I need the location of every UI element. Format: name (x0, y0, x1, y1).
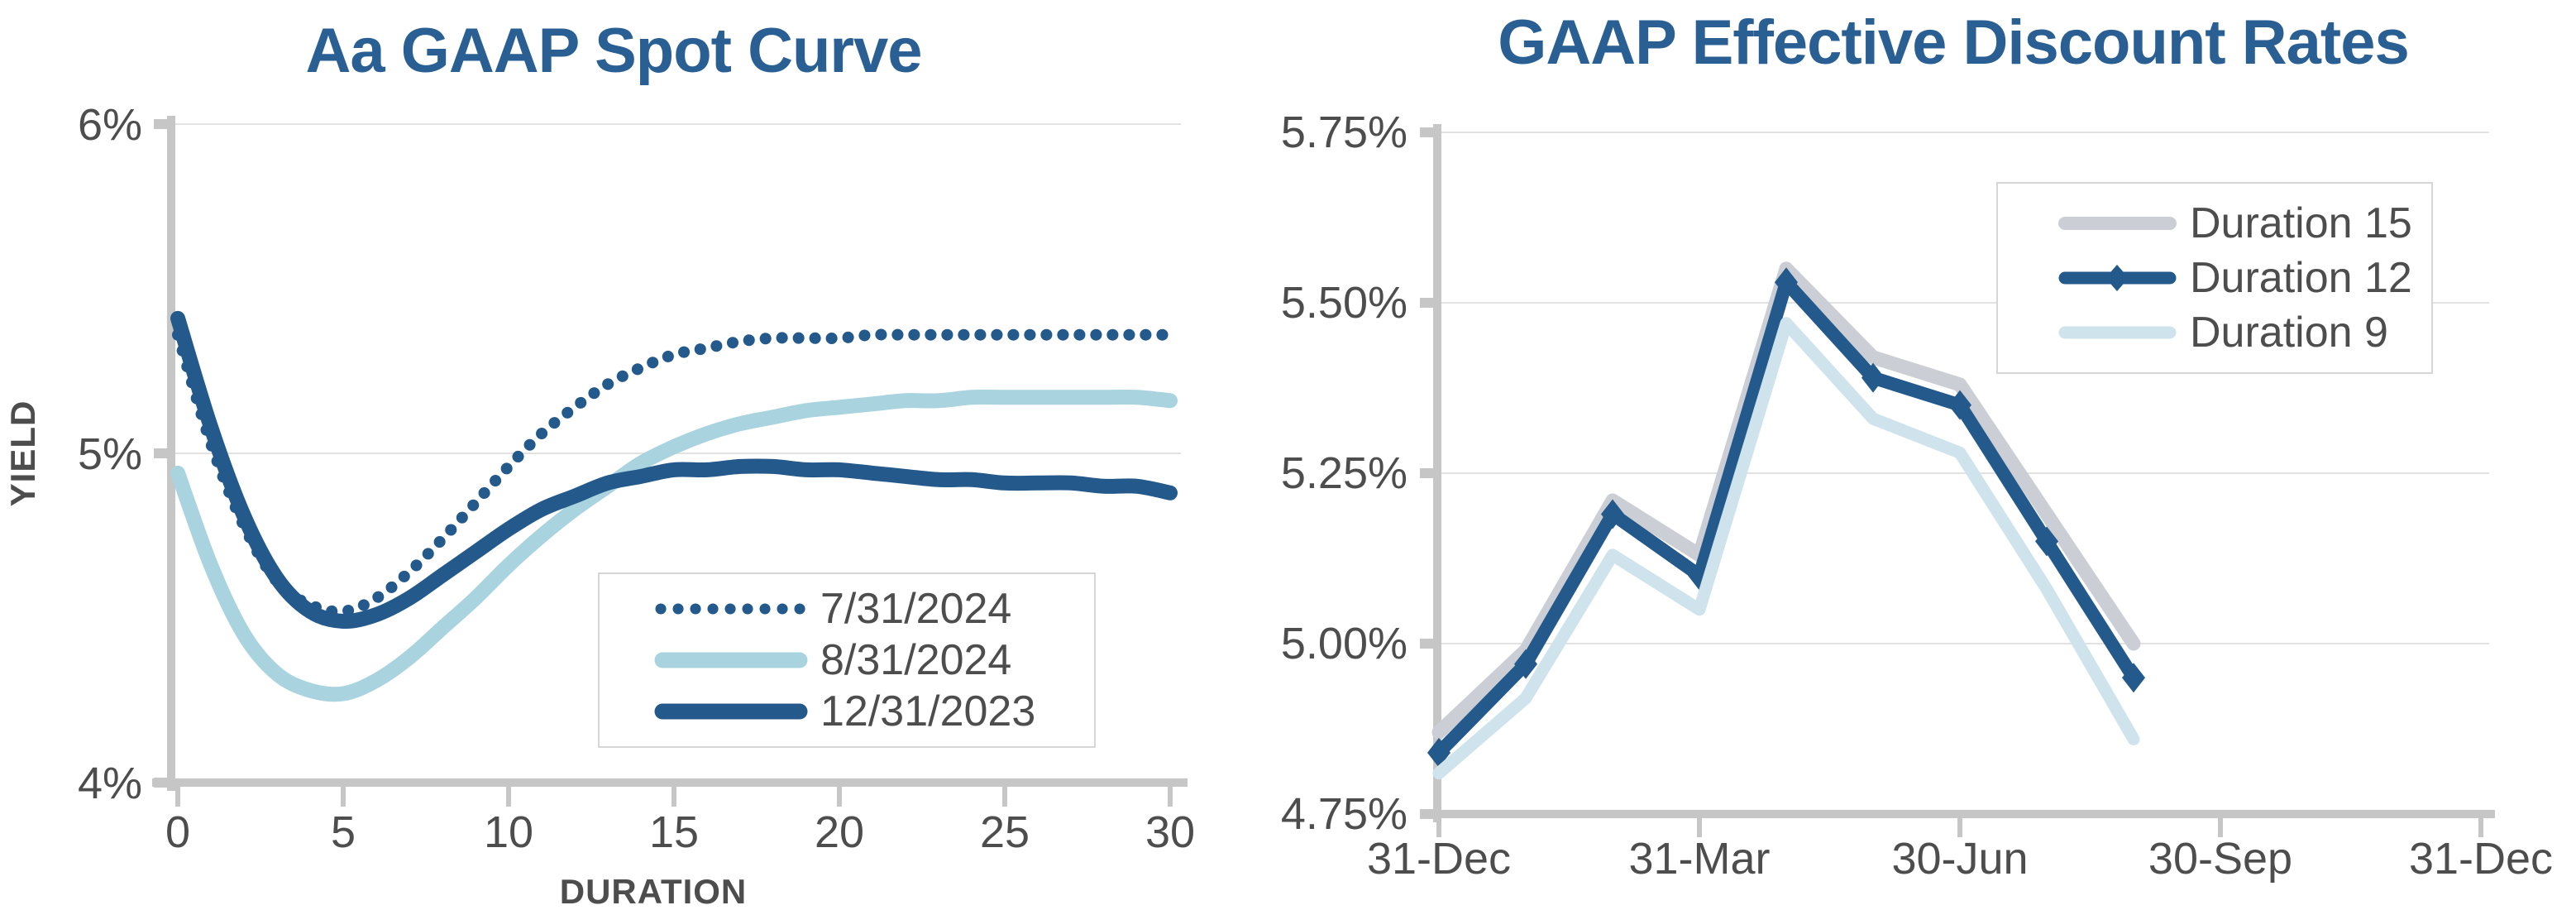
light-blue-line-swatch-icon (654, 652, 808, 668)
diamond-marker-icon (2122, 663, 2145, 693)
left-y-tick-label: 4% (78, 759, 142, 808)
diamond-marker-icon (2035, 526, 2058, 557)
left-x-tick-label: 5 (331, 807, 356, 857)
legend-row-duration-12: Duration 12 (2057, 253, 2431, 303)
left-chart-series (170, 310, 1178, 702)
diamond-marker-icon (1601, 499, 1624, 529)
left-y-tick-label: 6% (78, 100, 142, 150)
right-chart-axis-labels: 5.75%5.50%5.25%5.00%4.75%31-Dec 31-Mar 30-… (1281, 108, 2553, 884)
left-x-tick-label: 0 (165, 807, 190, 857)
dark-blue-diamond-line-swatch-icon (2058, 265, 2177, 291)
right-y-tick-label: 5.75% (1281, 108, 1407, 157)
legend-label: Duration 15 (2190, 199, 2412, 247)
legend-row-duration-9: Duration 9 (2057, 308, 2431, 357)
diamond-marker-icon (1948, 390, 1971, 420)
diamond-marker-icon (1862, 362, 1885, 393)
legend-label: 8/31/2024 (820, 636, 1012, 684)
legend-label: 7/31/2024 (820, 585, 1012, 633)
legend-row-duration-15: Duration 15 (2057, 199, 2431, 248)
pale-blue-line-swatch-icon (2058, 326, 2177, 339)
legend-label: Duration 12 (2190, 254, 2412, 302)
right-x-tick-label: 30-Jun (1891, 834, 2028, 884)
left-x-axis-title: DURATION (560, 872, 748, 910)
right-y-tick-label: 5.50% (1281, 278, 1407, 328)
left-x-tick-label: 20 (815, 807, 864, 857)
right-chart-legend: Duration 15 Duration 12 Duration 9 (1996, 182, 2433, 374)
right-y-tick-label: 5.00% (1281, 619, 1407, 668)
left-x-tick-label: 30 (1145, 807, 1195, 857)
legend-row-8-31-2024: 8/31/2024 (654, 635, 1094, 685)
left-series-12-31-2023 (170, 310, 1178, 630)
gray-line-swatch-icon (2058, 217, 2177, 230)
legend-label: 12/31/2023 (820, 687, 1036, 735)
right-x-tick-label: 31-Mar (1628, 834, 1770, 884)
left-chart-legend: 7/31/2024 8/31/2024 12/31/2023 (598, 572, 1096, 748)
right-series-duration-9 (1432, 317, 2140, 780)
left-x-tick-label: 25 (980, 807, 1030, 857)
left-chart-axis-labels: 6% 5% 4% 0 5 10 15 20 25 30 (78, 100, 1195, 857)
left-chart-title: Aa GAAP Spot Curve (305, 16, 923, 86)
right-y-tick-label: 4.75% (1281, 789, 1407, 839)
right-x-tick-label: 30-Sep (2148, 834, 2292, 884)
legend-label: Duration 9 (2190, 309, 2388, 357)
dotted-line-swatch-icon (655, 603, 807, 615)
left-series-8-31-2024 (170, 390, 1178, 702)
right-x-tick-label: 31-Dec (2409, 834, 2553, 884)
legend-row-7-31-2024: 7/31/2024 (654, 584, 1094, 634)
diamond-marker-icon (1514, 649, 1537, 679)
left-x-tick-label: 15 (649, 807, 699, 857)
legend-row-12-31-2023: 12/31/2023 (654, 687, 1094, 736)
right-chart-axes (1420, 124, 2495, 837)
right-chart-title: GAAP Effective Discount Rates (1498, 7, 2409, 78)
diamond-marker-icon (1775, 267, 1798, 298)
left-y-tick-label: 5% (78, 429, 142, 479)
left-y-axis-title: YIELD (3, 400, 42, 507)
left-x-tick-label: 10 (484, 807, 533, 857)
right-x-tick-label: 31-Dec (1367, 834, 1511, 884)
right-chart-series (1427, 261, 2145, 780)
right-y-tick-label: 5.25% (1281, 448, 1407, 498)
dark-blue-line-swatch-icon (654, 703, 808, 720)
left-chart-axes (152, 116, 1188, 807)
